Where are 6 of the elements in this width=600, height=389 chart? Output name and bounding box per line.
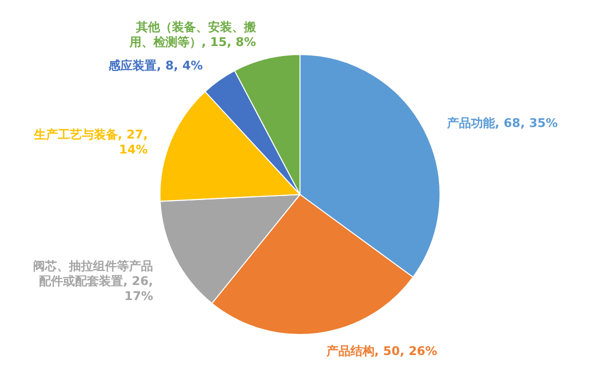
- slice-label: 感应装置, 8, 4%: [108, 58, 203, 72]
- slice-label: 生产工艺与装备, 27, 14%: [32, 128, 148, 157]
- slice-label: 产品结构, 50, 26%: [325, 344, 438, 358]
- slice-label: 其他（装备、安装、搬用、检测等）, 15, 8%: [128, 20, 257, 50]
- slice-label: 产品功能, 68, 35%: [446, 116, 558, 130]
- slice-label: 阀芯、抽拉组件等产品配件或配套装置, 26, 17%: [33, 259, 154, 303]
